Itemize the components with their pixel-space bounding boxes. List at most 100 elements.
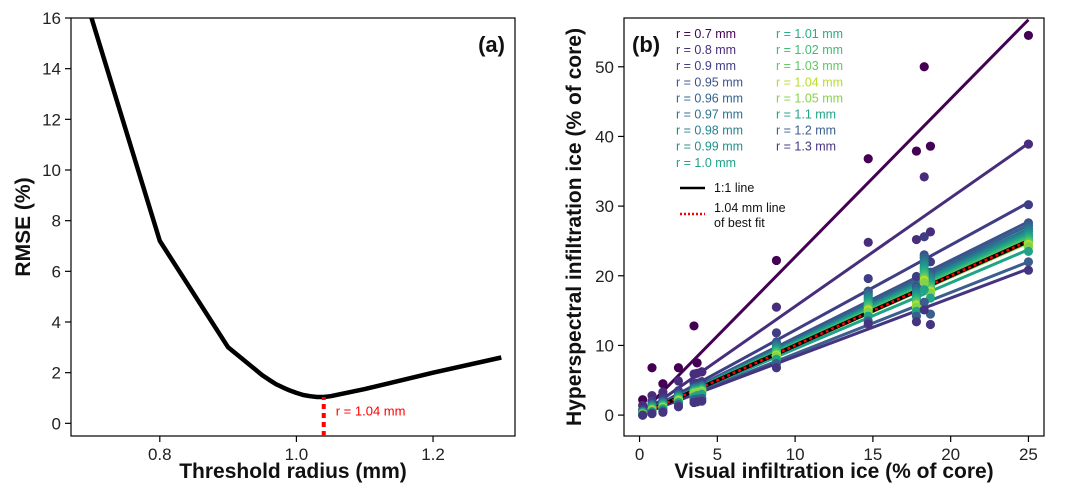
data-point (647, 363, 657, 373)
panel-b-x-tick-label: 20 (941, 445, 960, 464)
data-point (863, 154, 873, 164)
data-point (1023, 200, 1034, 210)
data-point (1023, 246, 1034, 256)
data-point (919, 297, 929, 307)
panel-a-y-tick-label: 0 (52, 414, 61, 433)
panel-a-x-ticks: 0.8 1.0 1.2 (148, 436, 445, 464)
legend-1-1-line-label: 1:1 line (714, 181, 754, 195)
data-point (638, 410, 648, 420)
panel-b-y-axis-label: Hyperspectral infiltration ice (% of cor… (563, 28, 586, 426)
panel-b-y-tick-label: 10 (595, 336, 614, 355)
data-point (673, 363, 684, 373)
panel-b-data-points (638, 30, 1034, 420)
panel-b-x-tick-label: 10 (786, 445, 805, 464)
panel-b-label: (b) (632, 32, 660, 57)
data-point (863, 319, 873, 329)
panel-b-x-ticks: 0 5 10 15 20 25 (635, 436, 1038, 464)
data-point (1023, 30, 1034, 41)
data-point (673, 402, 684, 412)
panel-a-rmse-line (89, 17, 502, 400)
panel-a-x-tick-label: 1.0 (285, 445, 309, 464)
panel-a-annotation-label: r = 1.04 mm (336, 403, 406, 418)
legend-entry: r = 0.97 mm (676, 108, 743, 122)
legend-entry: r = 1.02 mm (776, 43, 843, 57)
data-point (863, 273, 873, 284)
data-point (658, 407, 668, 417)
legend-entry: r = 0.99 mm (676, 140, 743, 154)
legend-entry: r = 0.96 mm (676, 91, 743, 105)
data-point (919, 232, 929, 242)
best-fit-line (639, 239, 1029, 417)
data-point (1023, 265, 1034, 275)
panel-a-y-tick-label: 14 (42, 60, 61, 79)
data-point (925, 141, 936, 151)
panel-b-x-tick-label: 15 (863, 445, 882, 464)
panel-b-y-tick-label: 30 (595, 197, 614, 216)
panel-a-x-tick-label: 1.2 (421, 445, 445, 464)
legend-entry: r = 1.05 mm (776, 91, 843, 105)
data-point (911, 234, 922, 245)
fit-line (638, 18, 1030, 417)
panel-b-x-axis-label: Visual infiltration ice (% of core) (674, 460, 993, 483)
data-point (658, 379, 668, 389)
panel-b-x-tick-label: 25 (1019, 445, 1038, 464)
data-point (1023, 257, 1034, 267)
legend-entry: r = 0.7 mm (676, 27, 736, 41)
panel-b-x-tick-label: 5 (713, 445, 722, 464)
panel-a-series (89, 17, 502, 436)
data-point (771, 363, 782, 373)
panel-b-y-tick-label: 40 (595, 127, 614, 146)
legend-best-fit-label-line1: 1.04 mm line (714, 201, 786, 215)
panel-a-x-tick-label: 0.8 (148, 445, 172, 464)
data-point (919, 278, 929, 288)
panel-b-y-tick-label: 0 (605, 406, 614, 425)
data-point (925, 319, 936, 330)
panel-a-y-axis-label: RMSE (%) (12, 177, 35, 276)
data-point (919, 172, 929, 182)
data-point (771, 302, 782, 312)
panel-a-x-axis-label: Threshold radius (mm) (179, 460, 407, 483)
legend-entry: r = 0.8 mm (676, 43, 736, 57)
data-point (919, 62, 929, 72)
legend-entry: r = 1.03 mm (776, 59, 843, 73)
data-point (919, 285, 929, 295)
panel-a-y-tick-label: 6 (52, 262, 61, 281)
data-point (911, 317, 922, 327)
data-point (771, 255, 782, 266)
panel-b-y-ticks: 0 10 20 30 40 50 (595, 58, 624, 425)
panel-a-y-ticks: 0 2 4 6 8 10 12 14 16 (42, 9, 71, 433)
panel-b-y-tick-label: 50 (595, 58, 614, 77)
data-point (697, 367, 707, 377)
panel-a-y-tick-label: 16 (42, 9, 61, 28)
legend-entry: r = 1.3 mm (776, 140, 836, 154)
panel-b-legend: r = 0.7 mm r = 0.8 mm r = 0.9 mm r = 0.95 m… (676, 27, 843, 230)
panel-a-y-tick-label: 8 (52, 212, 61, 231)
panel-b-x-tick-label: 0 (635, 445, 644, 464)
panel-a-plot-frame (70, 17, 516, 437)
panel-a-y-tick-label: 4 (52, 313, 61, 332)
data-point (689, 321, 699, 331)
data-point (911, 271, 922, 282)
data-point (1023, 139, 1034, 149)
data-point (673, 376, 684, 386)
panel-b-legend-entries: r = 0.7 mm r = 0.8 mm r = 0.9 mm r = 0.95 m… (676, 27, 843, 170)
data-point (925, 227, 936, 237)
panel-a-label: (a) (478, 32, 505, 57)
data-point (647, 409, 657, 419)
legend-best-fit-label-line2: of best fit (714, 216, 765, 230)
legend-entry: r = 1.0 mm (676, 156, 736, 170)
data-point (771, 328, 782, 338)
data-point (919, 305, 929, 315)
legend-entry: r = 1.04 mm (776, 75, 843, 89)
panel-a-y-tick-label: 2 (52, 364, 61, 383)
legend-entry: r = 1.01 mm (776, 27, 843, 41)
panel-a-y-tick-label: 12 (42, 110, 61, 129)
panel-b-scatter-chart: 0 10 20 30 40 50 0 5 10 15 20 25 r = 0.7 mm r = 0.8… (563, 17, 1045, 483)
legend-entry: r = 1.1 mm (776, 108, 836, 122)
data-point (692, 358, 702, 368)
data-point (697, 396, 707, 406)
legend-entry: r = 0.9 mm (676, 59, 736, 73)
panel-a-y-tick-label: 10 (42, 161, 61, 180)
